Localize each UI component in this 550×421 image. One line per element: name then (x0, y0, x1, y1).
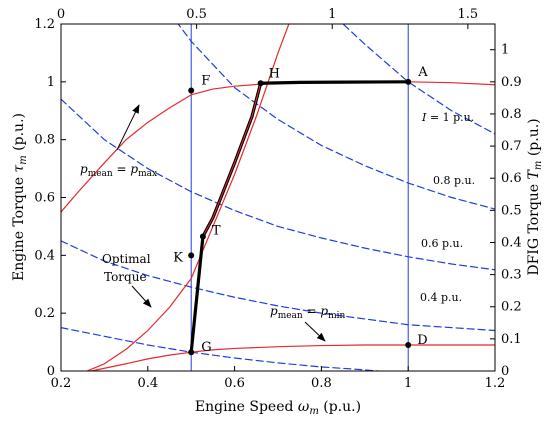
contour-label-1pu: I = 1 p.u. (421, 111, 474, 124)
optimal-torque-label-line1: Optimal (102, 252, 151, 266)
x-tick-label: 0.4 (137, 376, 158, 391)
plot-frame (60, 23, 496, 372)
contour-label-0-4pu: 0.4 p.u. (420, 291, 462, 304)
right-tick-label: 0.2 (501, 300, 522, 315)
right-tick-label: 1 (501, 43, 509, 58)
series-optimal-torque-curve-2 (86, 24, 290, 371)
optimal-torque-label-line2: Torque (104, 270, 147, 284)
operating-path-highlight (202, 83, 262, 237)
y-tick-label: 1 (47, 75, 55, 90)
right-tick-label: 0.4 (501, 235, 522, 250)
right-tick-label: 0.7 (501, 139, 522, 154)
top-tick-label: 0.5 (186, 7, 207, 22)
point-A (405, 78, 412, 85)
point-F (188, 87, 195, 94)
x-tick-label: 0.6 (224, 376, 245, 391)
point-label-F: F (201, 74, 210, 89)
series-current-contour-4 (342, 24, 495, 135)
x-tick-label: 0.8 (311, 376, 332, 391)
right-tick-label: 0.3 (501, 268, 522, 283)
point-T (199, 233, 206, 240)
point-G (188, 349, 195, 356)
top-tick-label: 1 (328, 7, 336, 22)
pmax-arrow (116, 104, 140, 151)
point-label-D: D (417, 333, 427, 348)
point-label-G: G (201, 340, 211, 355)
pmin-arrow (304, 321, 326, 342)
point-label-K: K (173, 250, 183, 265)
right-tick-label: 0.8 (501, 107, 522, 122)
series-p-min-curve-1 (90, 344, 495, 371)
pmax-annotation: pmean = pmax (80, 162, 157, 179)
right-tick-label: 0.9 (501, 75, 522, 90)
right-tick-label: 0.5 (501, 203, 522, 218)
x-tick-label: 1.2 (485, 376, 506, 391)
x-tick-label: 0.2 (51, 376, 72, 391)
right-tick-label: 0.6 (501, 171, 522, 186)
series-current-contour-8 (61, 327, 379, 371)
series-p-max-curve-0 (61, 81, 495, 213)
contour-label-0-6pu: 0.6 p.u. (421, 237, 463, 250)
y-tick-label: 0.2 (34, 306, 55, 321)
y-tick-label: 0.4 (34, 248, 55, 263)
right-tick-label: 0.1 (501, 332, 522, 347)
point-label-H: H (269, 66, 280, 81)
y-axis-label: Engine Torque τm (p.u.) (11, 113, 29, 281)
series-current-contour-6 (61, 98, 495, 271)
series-current-contour-7 (61, 240, 495, 332)
x-tick-label: 1 (404, 376, 412, 391)
x-axis-label: Engine Speed ωm (p.u.) (195, 399, 361, 417)
top-tick-label: 0 (57, 7, 65, 22)
y-tick-label: 0.8 (34, 133, 55, 148)
y-tick-label: 1.2 (34, 17, 55, 32)
point-D (405, 341, 412, 348)
contour-label-0-8pu: 0.8 p.u. (433, 174, 475, 187)
point-label-A: A (417, 65, 428, 80)
top-tick-label: 1.5 (458, 7, 479, 22)
optimal-torque-arrow (131, 285, 152, 308)
point-K (188, 252, 195, 259)
pmin-annotation: pmean = pmin (270, 304, 346, 321)
right-tick-label: 0 (501, 364, 509, 379)
series-current-contour-5 (177, 24, 495, 210)
y-tick-label: 0 (47, 364, 55, 379)
y-tick-label: 0.6 (34, 191, 55, 206)
point-H (257, 80, 264, 87)
point-label-T: T (212, 224, 221, 239)
right-axis-label: DFIG Torque Tm (p.u.) (526, 118, 544, 275)
